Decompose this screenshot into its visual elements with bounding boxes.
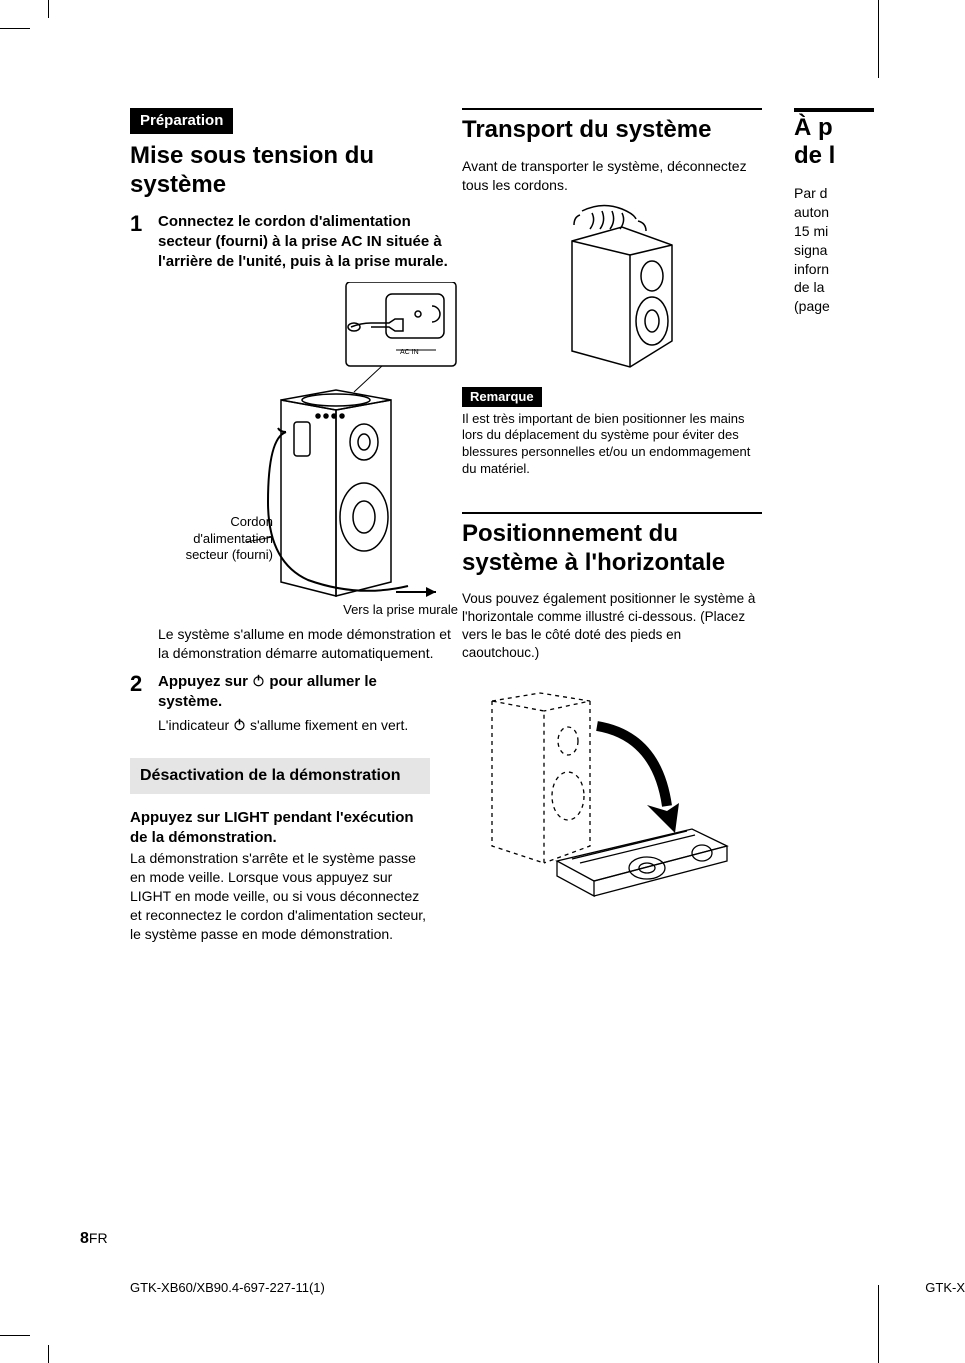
title-transport: Transport du système — [462, 116, 762, 145]
crop-mark — [878, 0, 879, 78]
step-body: Appuyez sur pour allumer le système. L'i… — [152, 672, 430, 735]
step-2: 2 Appuyez sur pour allumer le système. L… — [130, 672, 430, 735]
crop-mark — [878, 1285, 879, 1363]
step-head: Connectez le cordon d'alimentation secte… — [158, 212, 458, 273]
paragraph-lead: Appuyez sur LIGHT pendant l'exécution de… — [130, 808, 430, 847]
title-partial-line1: À p — [794, 114, 874, 142]
column-left: Préparation Mise sous tension du système… — [130, 108, 430, 944]
horizontal-illustration — [462, 671, 742, 901]
rule — [462, 108, 762, 110]
page-number: 8FR — [80, 1230, 108, 1248]
step-1: 1 Connectez le cordon d'alimentation sec… — [130, 212, 430, 662]
speaker-power-illustration: AC IN — [186, 282, 458, 617]
subhead-desactivation: Désactivation de la démonstration — [130, 758, 430, 794]
footer-left: GTK-XB60/XB90.4-697-227-11(1) — [130, 1280, 830, 1295]
column-right-partial: À p de l Par d auton 15 mi signa inforn … — [794, 108, 874, 944]
page-number-value: 8 — [80, 1230, 89, 1247]
svg-text:AC IN: AC IN — [400, 349, 419, 356]
figure-horizontal — [462, 671, 742, 901]
title-mise-sous-tension: Mise sous tension du système — [130, 142, 430, 200]
column-middle: Transport du système Avant de transporte… — [462, 108, 762, 944]
step-text: Le système s'allume en mode démonstratio… — [158, 625, 458, 661]
footer-right: GTK-X — [925, 1280, 965, 1295]
power-icon — [233, 718, 246, 731]
steps-list: 1 Connectez le cordon d'alimentation sec… — [130, 212, 430, 735]
carry-illustration — [512, 201, 712, 371]
crop-mark — [0, 28, 30, 29]
crop-mark — [48, 1345, 49, 1363]
step-number: 1 — [130, 212, 152, 662]
remark-tag: Remarque — [462, 387, 542, 407]
step-head: Appuyez sur pour allumer le système. — [158, 672, 430, 713]
paragraph-body: La démonstration s'arrête et le système … — [130, 849, 430, 943]
title-positionnement: Positionnement du système à l'horizontal… — [462, 520, 762, 578]
paragraph-partial: Par d auton 15 mi signa inforn de la (pa… — [794, 184, 874, 316]
section-tag: Préparation — [130, 108, 233, 134]
step-text-part: L'indicateur — [158, 717, 233, 733]
step-number: 2 — [130, 672, 152, 735]
remark-text: Il est très important de bien positionne… — [462, 411, 762, 479]
power-icon — [252, 674, 265, 687]
title-partial-line2: de l — [794, 142, 874, 170]
figure-carry — [512, 201, 712, 371]
paragraph-body: Avant de transporter le système, déconne… — [462, 157, 762, 195]
step-text: L'indicateur s'allume fixement en vert. — [158, 716, 430, 734]
content-area: Préparation Mise sous tension du système… — [130, 108, 850, 944]
page-number-suffix: FR — [89, 1230, 108, 1246]
crop-mark — [0, 1335, 30, 1336]
rule — [462, 512, 762, 514]
step-body: Connectez le cordon d'alimentation secte… — [152, 212, 458, 662]
step-head-part: Appuyez sur — [158, 673, 252, 690]
figure-label-outlet: Vers la prise murale — [343, 602, 458, 617]
page: Préparation Mise sous tension du système… — [0, 0, 965, 1363]
rule — [794, 108, 874, 112]
paragraph-body: Vous pouvez également positionner le sys… — [462, 590, 762, 663]
figure-label-cord: Cordon d'alimentation secteur (fourni) — [158, 514, 273, 563]
figure-power-cord: AC IN — [186, 282, 458, 617]
step-text-part: s'allume fixement en vert. — [246, 717, 408, 733]
spacer — [462, 478, 762, 512]
crop-mark — [48, 0, 49, 18]
